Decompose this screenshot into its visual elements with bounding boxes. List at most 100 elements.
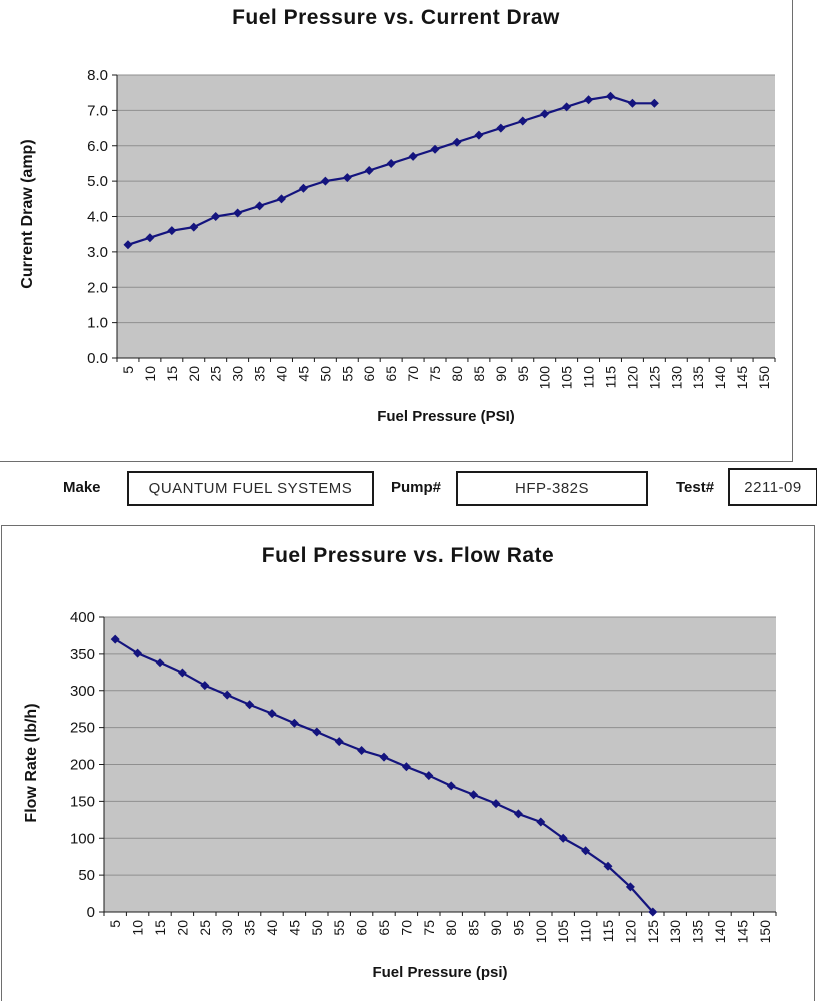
x-tick-label: 145 [734, 920, 750, 944]
x-tick-label: 80 [443, 920, 459, 936]
series-marker-diamond [211, 212, 221, 221]
series-marker-diamond [277, 194, 286, 204]
x-tick-label: 55 [339, 366, 355, 382]
series-marker-diamond [625, 882, 635, 892]
x-tick-label: 130 [667, 920, 683, 944]
x-tick-label: 110 [581, 366, 597, 389]
x-tick-label: 5 [120, 366, 136, 374]
flow-rate-chart-title: Fuel Pressure vs. Flow Rate [261, 544, 555, 567]
x-tick-label: 90 [493, 366, 509, 382]
x-tick-label: 125 [645, 920, 661, 944]
y-tick-label: 5.0 [87, 173, 108, 190]
series-marker-diamond [474, 130, 484, 140]
flow-rate-x-axis-title: Fuel Pressure (psi) [372, 964, 508, 981]
x-tick-label: 30 [219, 920, 235, 936]
series-marker-diamond [558, 833, 568, 843]
x-tick-label: 65 [376, 920, 392, 936]
x-tick-label: 120 [624, 366, 640, 390]
x-tick-label: 65 [383, 366, 399, 382]
series-marker-diamond [298, 183, 308, 193]
y-tick-label: 0.0 [87, 350, 108, 367]
y-tick-label: 6.0 [87, 138, 108, 155]
y-tick-label: 400 [70, 609, 95, 626]
make-label: Make [63, 479, 101, 496]
series-marker-diamond [177, 668, 187, 678]
series-marker-diamond [401, 762, 411, 772]
series-marker-diamond [446, 781, 456, 791]
series-marker-diamond [540, 109, 550, 119]
x-tick-label: 45 [286, 920, 302, 936]
x-tick-label: 70 [398, 920, 414, 936]
x-tick-label: 60 [354, 920, 370, 936]
series-marker-diamond [491, 799, 501, 809]
series-marker-diamond [379, 752, 389, 762]
series-marker-diamond [312, 727, 322, 737]
x-tick-label: 10 [130, 920, 146, 936]
x-tick-label: 140 [712, 920, 728, 944]
y-tick-label: 50 [78, 867, 95, 884]
x-tick-label: 70 [405, 366, 421, 382]
series-marker-diamond [233, 208, 243, 218]
flow-rate-chart-plot: 0 50 100 150 200 250 300 350 400 5 10 15 20 25 30 35 40 4… [70, 609, 777, 944]
x-tick-label: 120 [622, 920, 638, 944]
y-tick-label: 250 [70, 720, 95, 737]
series-marker-diamond [469, 790, 479, 800]
series-marker-diamond [603, 861, 613, 871]
x-tick-label: 110 [578, 920, 594, 943]
x-tick-label: 25 [197, 920, 213, 936]
series-marker-diamond [110, 634, 120, 644]
series-marker-diamond [289, 718, 299, 728]
series-marker-diamond [430, 144, 440, 154]
x-tick-label: 30 [230, 366, 246, 382]
series-marker-diamond [245, 700, 255, 710]
x-tick-label: 75 [427, 366, 443, 382]
y-tick-label: 1.0 [87, 315, 108, 332]
series-marker-diamond [649, 98, 659, 108]
series-marker-diamond [200, 681, 210, 691]
flow-rate-chart-section: Fuel Pressure vs. Flow Rate Flow Rate (l… [1, 525, 815, 1001]
x-tick-label: 15 [152, 920, 168, 936]
x-tick-label: 35 [252, 366, 268, 382]
x-tick-label: 75 [421, 920, 437, 936]
series-marker-diamond [606, 91, 615, 101]
x-tick-label: 95 [515, 366, 531, 382]
y-tick-label: 0 [87, 904, 95, 921]
series-marker-diamond [424, 771, 434, 781]
pump-number-label: Pump# [391, 479, 442, 496]
x-tick-label: 125 [646, 366, 662, 390]
x-tick-label: 35 [242, 920, 258, 936]
series-marker-diamond [222, 690, 232, 700]
x-tick-label: 25 [208, 366, 224, 382]
y-tick-label: 100 [70, 830, 95, 847]
x-tick-label: 135 [690, 920, 706, 944]
y-tick-label: 3.0 [87, 244, 108, 261]
x-tick-label: 150 [757, 920, 773, 944]
x-tick-label: 10 [142, 366, 158, 382]
y-tick-label: 200 [70, 757, 95, 774]
pump-number-value-box: HFP-382S [456, 471, 648, 506]
series-marker-diamond [334, 737, 344, 747]
series-marker-diamond [267, 709, 277, 719]
x-tick-label: 85 [466, 920, 482, 936]
series-marker-diamond [386, 158, 396, 168]
x-tick-label: 40 [264, 920, 280, 936]
series-marker-diamond [167, 226, 177, 236]
series-marker-diamond [408, 151, 418, 161]
series-marker-diamond [627, 98, 637, 108]
current-draw-chart-section: Fuel Pressure vs. Current Draw Current D… [0, 0, 793, 462]
current-draw-chart-title: Fuel Pressure vs. Current Draw [232, 6, 560, 29]
x-tick-label: 140 [712, 366, 728, 390]
current-draw-x-axis-title: Fuel Pressure (PSI) [377, 408, 515, 425]
x-tick-label: 115 [600, 920, 616, 943]
series-marker-diamond [452, 137, 462, 147]
x-tick-label: 5 [107, 920, 123, 928]
x-tick-label: 100 [537, 366, 553, 390]
pump-info-form-row: Make QUANTUM FUEL SYSTEMS Pump# HFP-382S… [0, 462, 817, 525]
series-marker-diamond [496, 123, 506, 133]
x-tick-label: 80 [449, 366, 465, 382]
x-tick-label: 85 [471, 366, 487, 382]
x-tick-label: 40 [274, 366, 290, 382]
y-tick-label: 4.0 [87, 209, 108, 226]
series-marker-diamond [648, 907, 658, 917]
